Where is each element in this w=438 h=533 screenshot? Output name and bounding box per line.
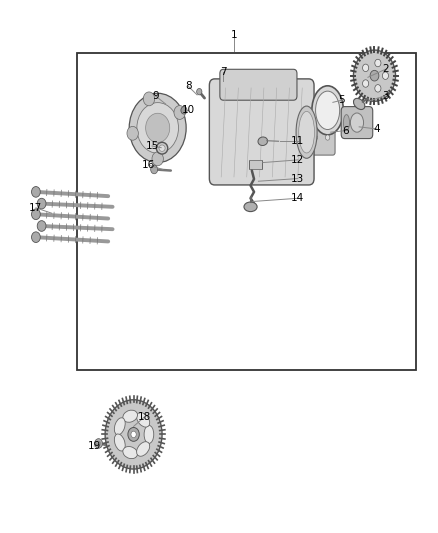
Circle shape — [37, 198, 46, 209]
Text: 16: 16 — [142, 160, 155, 170]
Ellipse shape — [114, 418, 125, 435]
Circle shape — [375, 85, 381, 92]
Ellipse shape — [296, 106, 317, 158]
Text: 4: 4 — [373, 124, 380, 134]
Circle shape — [325, 135, 330, 140]
Ellipse shape — [156, 142, 168, 154]
Ellipse shape — [258, 137, 268, 146]
Ellipse shape — [299, 111, 314, 153]
Ellipse shape — [144, 425, 154, 443]
Ellipse shape — [123, 447, 138, 458]
Ellipse shape — [145, 114, 170, 143]
Text: 1: 1 — [231, 30, 238, 39]
Ellipse shape — [129, 93, 186, 163]
Circle shape — [174, 106, 185, 119]
Bar — [77, 53, 416, 370]
Circle shape — [152, 152, 163, 166]
Circle shape — [181, 107, 187, 114]
Text: 18: 18 — [138, 412, 151, 422]
Ellipse shape — [343, 115, 350, 131]
Circle shape — [197, 88, 202, 95]
Ellipse shape — [137, 413, 150, 427]
FancyBboxPatch shape — [291, 126, 335, 155]
Text: 19: 19 — [88, 441, 101, 451]
Text: 7: 7 — [220, 67, 227, 77]
Ellipse shape — [137, 442, 150, 456]
Text: 12: 12 — [291, 155, 304, 165]
Circle shape — [105, 400, 162, 469]
Text: 5: 5 — [338, 95, 345, 105]
Circle shape — [95, 439, 102, 448]
Circle shape — [32, 232, 40, 243]
Circle shape — [127, 126, 138, 140]
Ellipse shape — [315, 91, 340, 130]
FancyBboxPatch shape — [220, 69, 297, 100]
Circle shape — [97, 441, 100, 446]
Circle shape — [300, 135, 304, 140]
Text: 8: 8 — [185, 82, 192, 91]
Ellipse shape — [350, 113, 364, 132]
Circle shape — [143, 92, 155, 106]
Text: 10: 10 — [182, 106, 195, 115]
Ellipse shape — [159, 145, 165, 151]
Circle shape — [375, 59, 381, 67]
Ellipse shape — [114, 434, 125, 451]
Circle shape — [363, 80, 369, 87]
Text: 2: 2 — [382, 64, 389, 74]
FancyBboxPatch shape — [209, 79, 314, 185]
Circle shape — [151, 165, 158, 174]
Circle shape — [128, 427, 139, 441]
Text: 17: 17 — [29, 203, 42, 213]
Circle shape — [32, 209, 40, 220]
Ellipse shape — [244, 202, 257, 212]
Ellipse shape — [312, 86, 343, 135]
Text: 3: 3 — [382, 91, 389, 101]
Text: 15: 15 — [145, 141, 159, 151]
Circle shape — [353, 50, 396, 101]
Circle shape — [382, 72, 389, 79]
Circle shape — [32, 187, 40, 197]
Ellipse shape — [353, 99, 365, 109]
Circle shape — [370, 70, 379, 81]
Text: 6: 6 — [343, 126, 350, 135]
FancyBboxPatch shape — [341, 107, 373, 139]
Bar — [249, 160, 262, 169]
Ellipse shape — [123, 410, 138, 422]
Circle shape — [313, 135, 318, 140]
Text: 14: 14 — [291, 193, 304, 203]
Circle shape — [131, 431, 136, 438]
Text: 13: 13 — [291, 174, 304, 183]
Circle shape — [363, 64, 369, 71]
Text: 9: 9 — [152, 91, 159, 101]
Ellipse shape — [137, 102, 179, 154]
Text: 11: 11 — [291, 136, 304, 146]
Circle shape — [37, 221, 46, 231]
